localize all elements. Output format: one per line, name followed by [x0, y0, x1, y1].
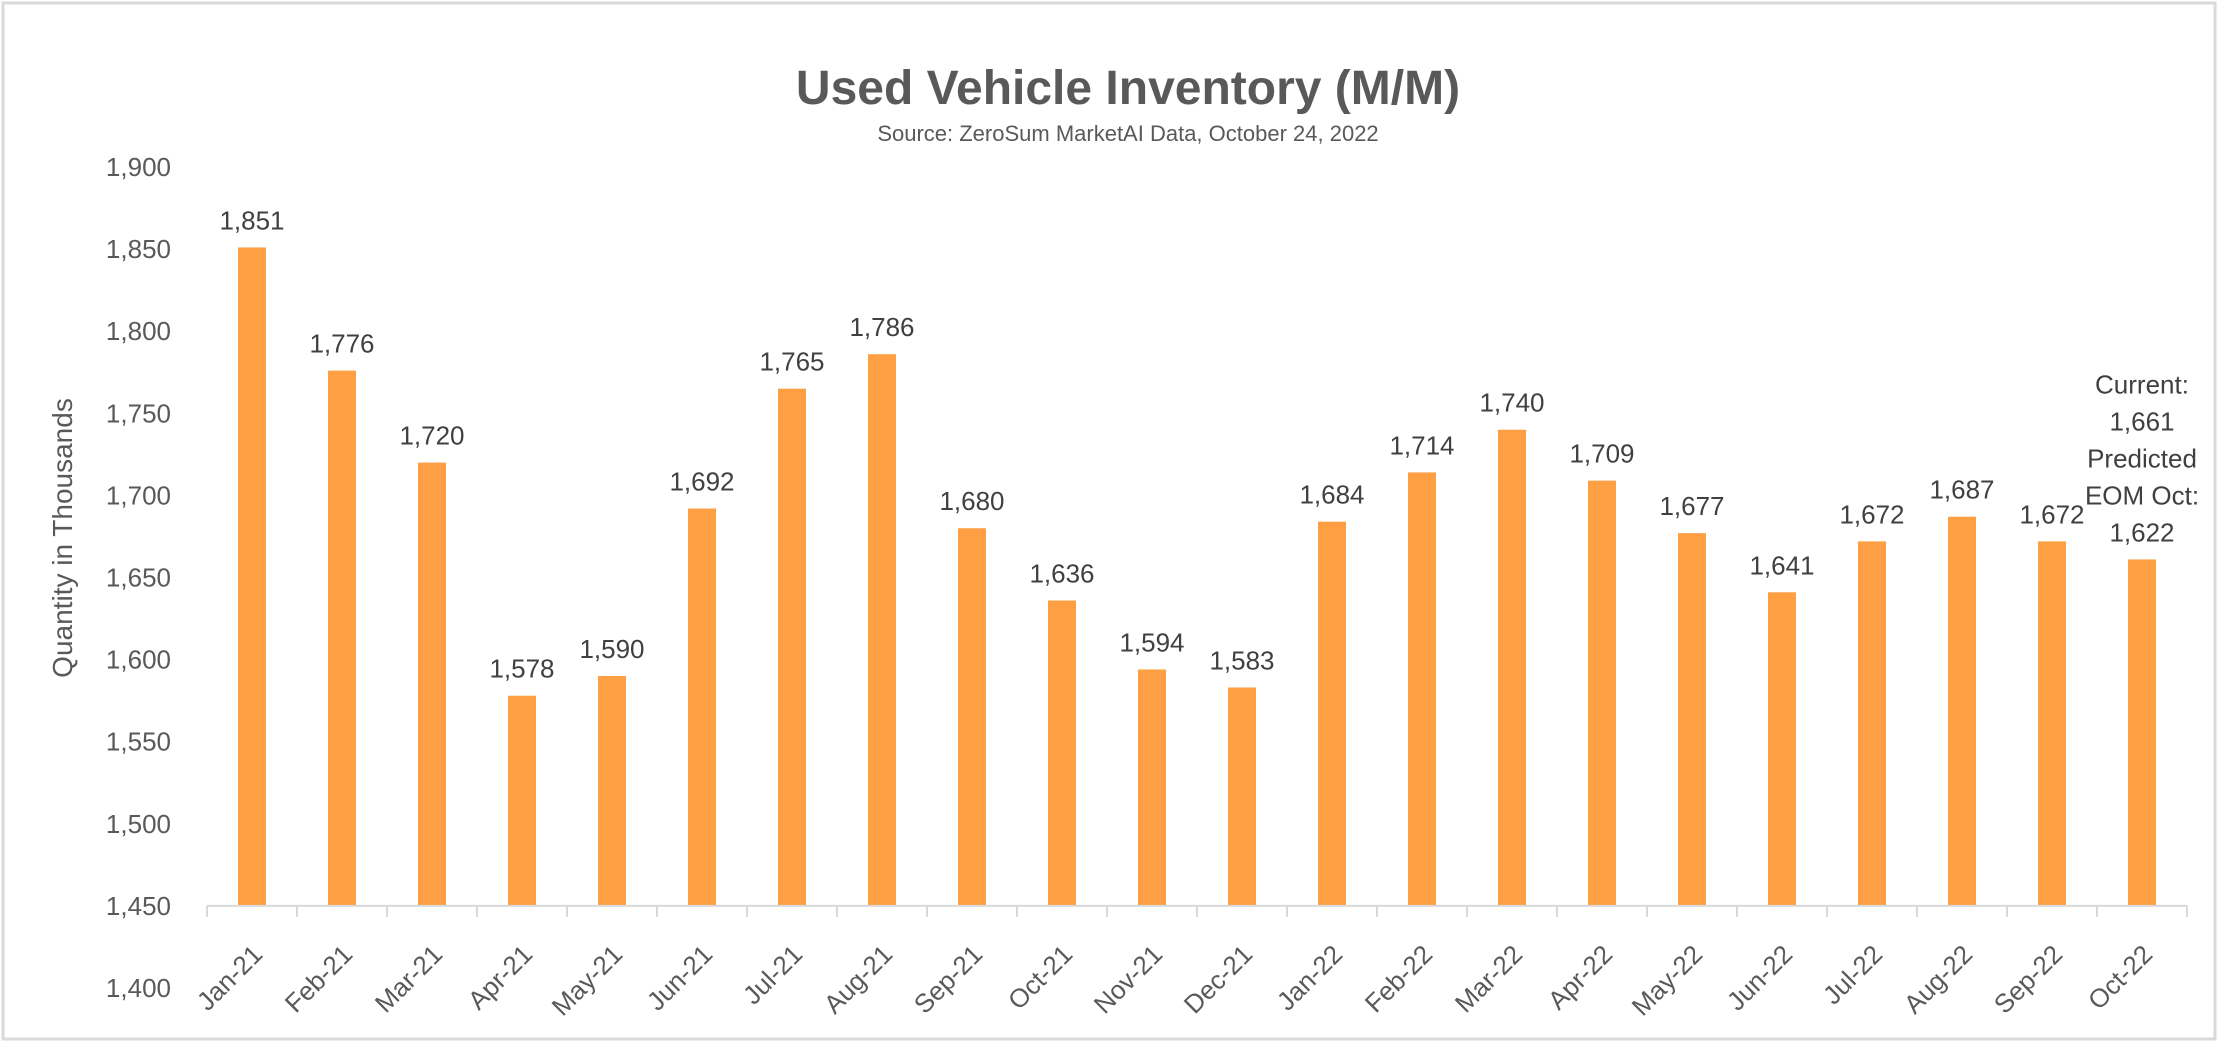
data-label: 1,680 [939, 486, 1004, 516]
last-bar-annotation-line: Current: [2095, 369, 2189, 399]
data-label: 1,687 [1929, 475, 1994, 505]
data-label: 1,714 [1389, 430, 1454, 460]
bar-jul-22 [1858, 541, 1886, 906]
chart-subtitle: Source: ZeroSum MarketAI Data, October 2… [877, 121, 1378, 146]
data-label: 1,786 [849, 312, 914, 342]
y-tick-label: 1,550 [106, 727, 171, 757]
y-tick-label: 1,900 [106, 152, 171, 182]
y-tick-label: 1,650 [106, 563, 171, 593]
bar-apr-22 [1588, 480, 1616, 906]
data-label: 1,677 [1659, 491, 1724, 521]
bar-may-21 [598, 676, 626, 906]
chart-title: Used Vehicle Inventory (M/M) [796, 62, 1460, 115]
bar-aug-22 [1948, 516, 1976, 906]
y-tick-label: 1,600 [106, 645, 171, 675]
data-label: 1,672 [2019, 499, 2084, 529]
data-label: 1,709 [1569, 439, 1634, 469]
last-bar-annotation-line: EOM Oct: [2085, 480, 2199, 510]
y-tick-label: 1,500 [106, 809, 171, 839]
data-label: 1,851 [219, 205, 284, 235]
last-bar-annotation-line: Predicted [2087, 443, 2197, 473]
bar-jan-21 [238, 247, 266, 906]
data-label: 1,583 [1209, 646, 1274, 676]
y-axis-title: Quantity in Thousands [47, 398, 78, 678]
data-label: 1,594 [1119, 627, 1184, 657]
data-label: 1,776 [309, 329, 374, 359]
bar-mar-21 [418, 462, 446, 906]
bar-feb-21 [328, 370, 356, 906]
y-tick-label: 1,700 [106, 480, 171, 510]
y-tick-label: 1,400 [106, 973, 171, 1003]
bar-sep-21 [958, 528, 986, 906]
data-label: 1,684 [1299, 480, 1364, 510]
y-tick-label: 1,750 [106, 398, 171, 428]
bar-oct-21 [1048, 600, 1076, 906]
bar-mar-22 [1498, 429, 1526, 906]
data-label: 1,578 [489, 654, 554, 684]
bar-apr-21 [508, 695, 536, 906]
data-label: 1,692 [669, 467, 734, 497]
bar-feb-22 [1408, 472, 1436, 906]
data-label: 1,765 [759, 347, 824, 377]
bar-sep-22 [2038, 541, 2066, 906]
y-tick-label: 1,450 [106, 891, 171, 921]
last-bar-annotation-line: 1,661 [2109, 406, 2174, 436]
y-tick-label: 1,800 [106, 316, 171, 346]
bar-jun-22 [1768, 592, 1796, 906]
bar-may-22 [1678, 533, 1706, 906]
bar-jul-21 [778, 388, 806, 906]
bar-dec-21 [1228, 687, 1256, 906]
data-label: 1,740 [1479, 388, 1544, 418]
bar-jan-22 [1318, 521, 1346, 906]
y-tick-label: 1,850 [106, 234, 171, 264]
last-bar-annotation-line: 1,622 [2109, 517, 2174, 547]
data-label: 1,590 [579, 634, 644, 664]
data-label: 1,641 [1749, 550, 1814, 580]
data-label: 1,720 [399, 421, 464, 451]
bar-jun-21 [688, 508, 716, 906]
bar-oct-22 [2128, 559, 2156, 906]
bar-aug-21 [868, 354, 896, 906]
data-label: 1,636 [1029, 558, 1094, 588]
bar-nov-21 [1138, 669, 1166, 906]
data-label: 1,672 [1839, 499, 1904, 529]
